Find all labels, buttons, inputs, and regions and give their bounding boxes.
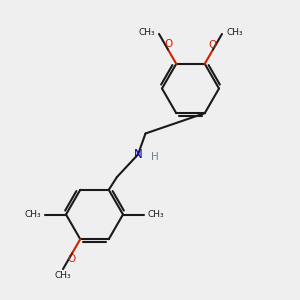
Text: CH₃: CH₃	[148, 210, 164, 219]
Text: N: N	[134, 148, 142, 161]
Text: H: H	[152, 152, 159, 162]
Text: CH₃: CH₃	[25, 210, 41, 219]
Text: O: O	[209, 40, 217, 50]
Text: O: O	[68, 254, 76, 264]
Text: CH₃: CH₃	[226, 28, 243, 37]
Text: CH₃: CH₃	[55, 271, 71, 280]
Text: O: O	[164, 39, 172, 49]
Text: CH₃: CH₃	[139, 28, 155, 37]
